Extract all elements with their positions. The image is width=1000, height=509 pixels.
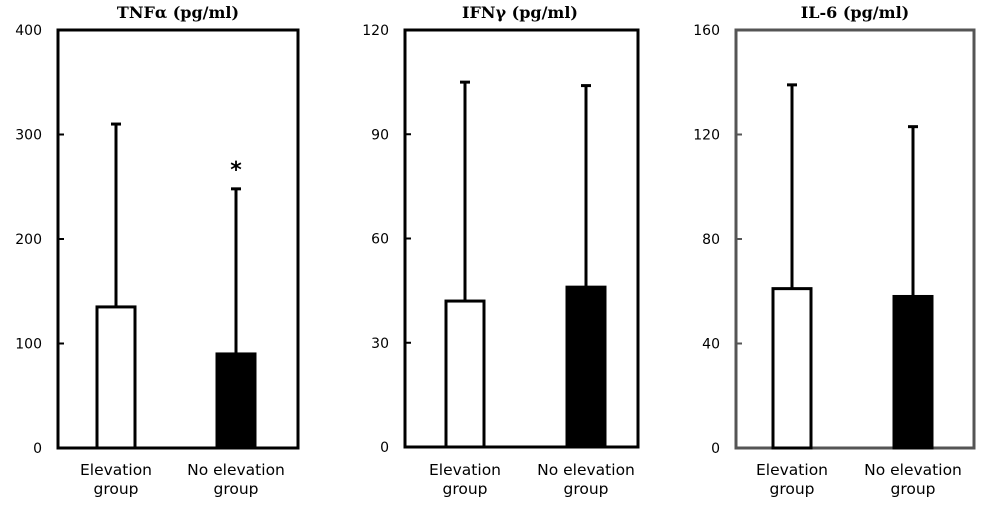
significance-marker: * xyxy=(230,158,242,183)
chart-panel-3: IL-6 (pg/ml) 0 40 80 120 160 Elevation group No … xyxy=(693,3,976,498)
category-label: Elevation group xyxy=(80,461,152,498)
y-tick-label: 0 xyxy=(380,440,389,456)
y-tick-label: 80 xyxy=(702,232,720,248)
y-tick-label: 300 xyxy=(15,128,42,144)
y-tick-label: 90 xyxy=(371,127,389,143)
y-tick-label: 0 xyxy=(711,441,720,457)
category-label: No elevation group xyxy=(187,461,285,498)
y-tick-label: 0 xyxy=(33,441,42,457)
chart-panel-1: TNFα (pg/ml) 0 100 200 300 400 Elevation group N… xyxy=(15,3,300,498)
bar-elevation-group xyxy=(444,299,486,449)
y-tick-label: 60 xyxy=(371,232,389,248)
y-tick-label: 30 xyxy=(371,336,389,352)
bar-no-elevation-group xyxy=(565,285,607,449)
chart-panel-2: IFNγ (pg/ml) 0 30 60 90 120 Elevation group No e… xyxy=(362,3,640,498)
y-tick-label: 160 xyxy=(693,23,720,39)
category-label: No elevation group xyxy=(864,461,962,498)
chart-title: TNFα (pg/ml) xyxy=(117,3,239,22)
chart-title: IL-6 (pg/ml) xyxy=(801,3,909,22)
category-label: Elevation group xyxy=(429,461,501,498)
y-tick-label: 120 xyxy=(693,128,720,144)
category-label: No elevation group xyxy=(537,461,635,498)
category-label: Elevation group xyxy=(756,461,828,498)
bar-no-elevation-group xyxy=(892,294,934,450)
bar-no-elevation-group xyxy=(215,352,257,450)
chart-title: IFNγ (pg/ml) xyxy=(462,3,578,22)
bar-elevation-group xyxy=(771,287,813,450)
y-tick-label: 100 xyxy=(15,337,42,353)
y-tick-label: 40 xyxy=(702,337,720,353)
bar-elevation-group xyxy=(95,305,137,450)
y-tick-label: 120 xyxy=(362,23,389,39)
y-tick-label: 400 xyxy=(15,23,42,39)
y-tick-label: 200 xyxy=(15,232,42,248)
plot-frame xyxy=(56,28,300,450)
